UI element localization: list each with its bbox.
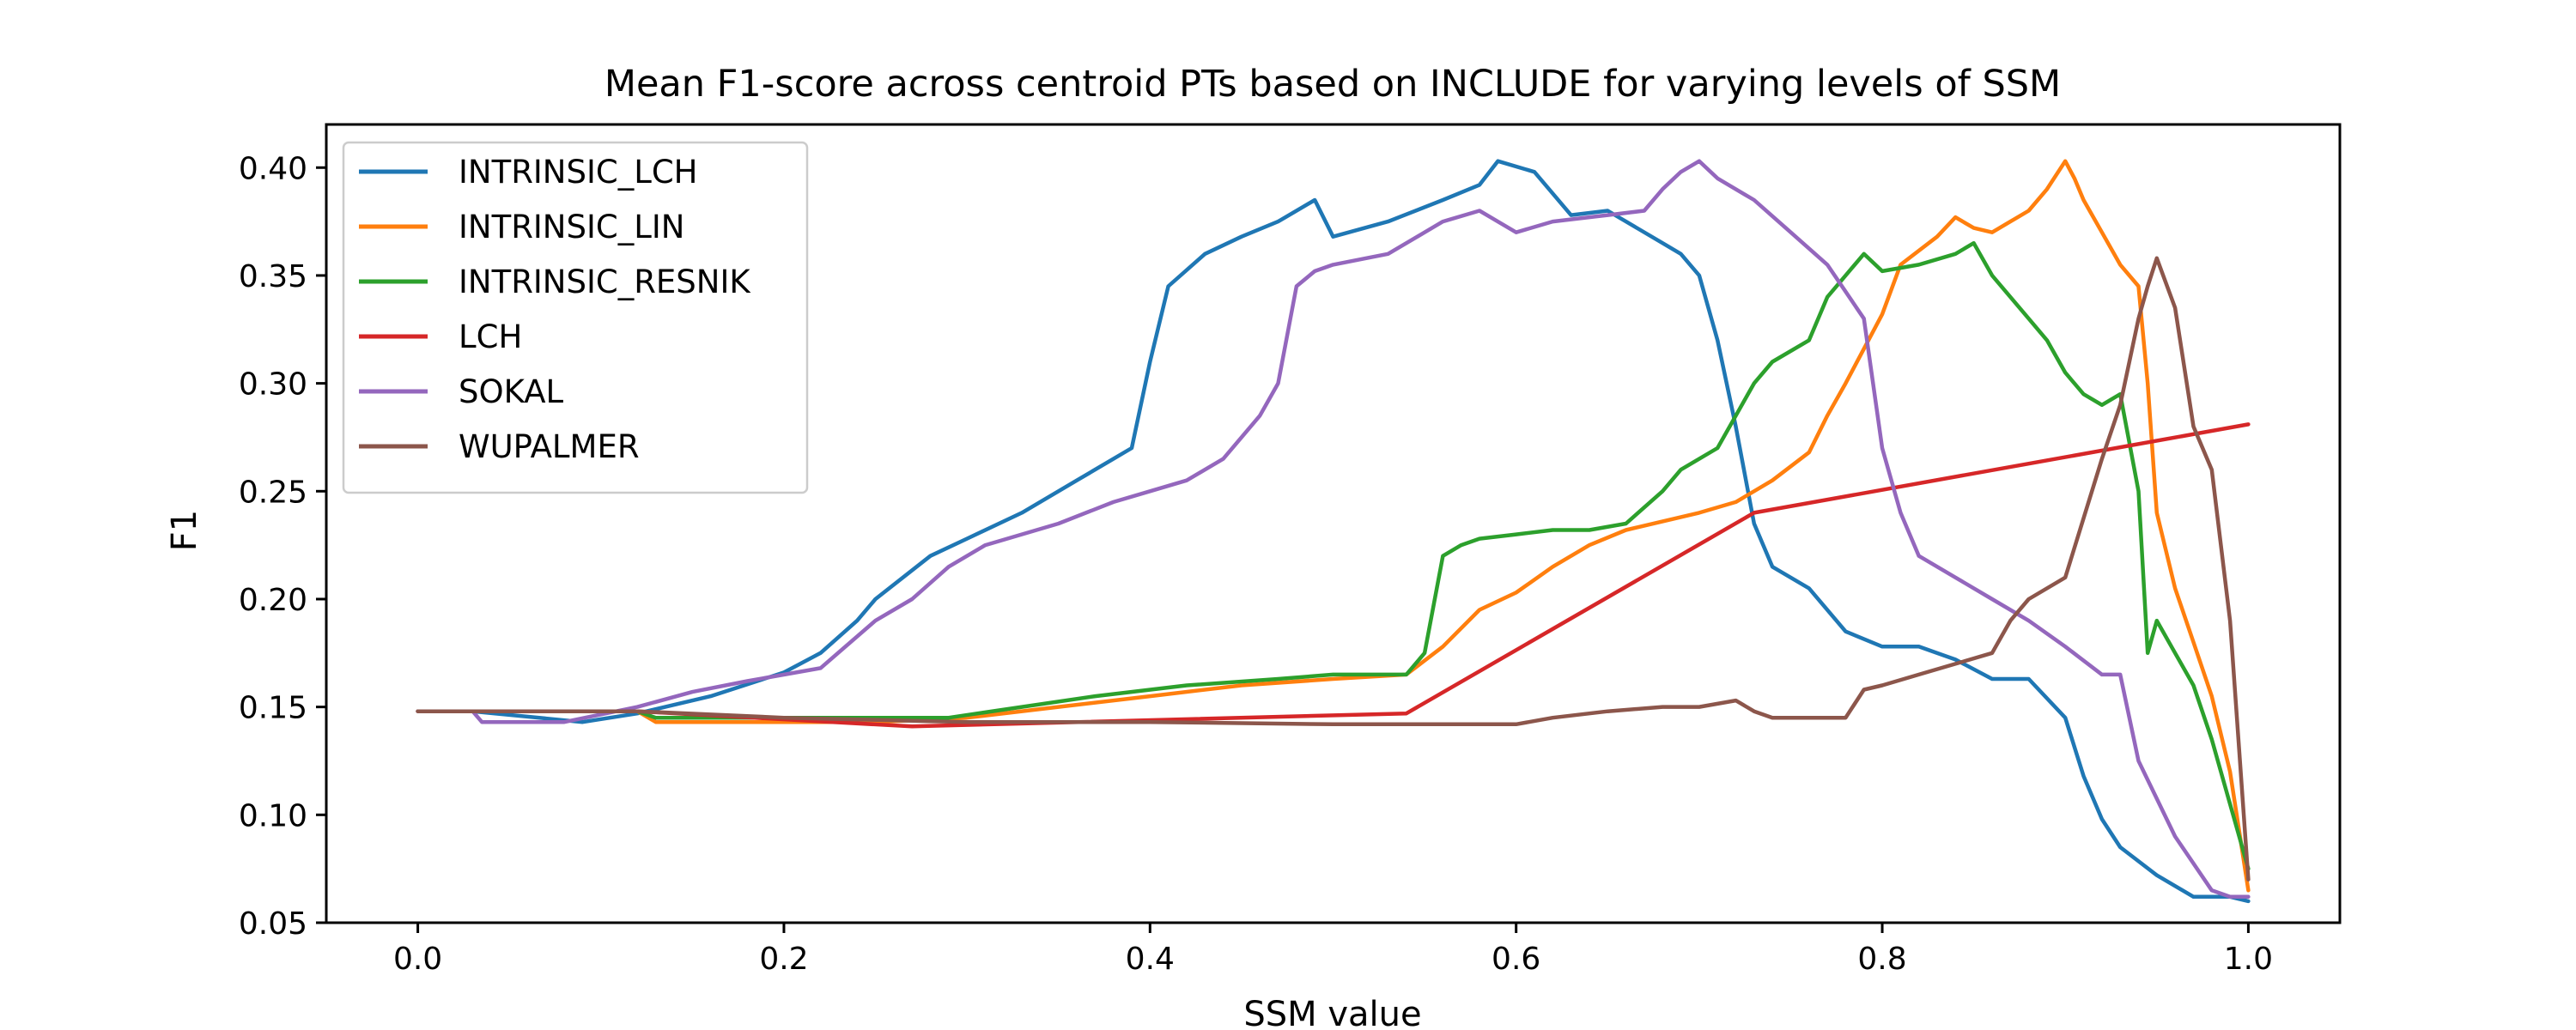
legend-label: LCH: [459, 318, 522, 355]
y-tick-label: 0.10: [239, 798, 307, 833]
x-tick-label: 0.0: [393, 942, 442, 977]
x-axis-label: SSM value: [1243, 995, 1421, 1030]
legend-label: INTRINSIC_LCH: [459, 154, 698, 191]
y-tick-label: 0.20: [239, 583, 307, 618]
x-axis: 0.0 0.2 0.4 0.6 0.8 1.0: [393, 923, 2273, 977]
plot-area: [416, 159, 2251, 904]
x-tick-label: 0.2: [759, 942, 808, 977]
y-tick-label: 0.15: [239, 691, 307, 726]
plot-frame: [325, 123, 2342, 924]
y-tick-label: 0.25: [239, 475, 307, 510]
series-line-sokal: [416, 159, 2251, 900]
series-line-intrinsic-lch: [416, 159, 2251, 904]
legend-label: INTRINSIC_LIN: [459, 209, 684, 245]
x-tick-label: 0.4: [1126, 942, 1175, 977]
y-axis: 0.05 0.10 0.15 0.20 0.25 0.30 0.35 0.40: [239, 151, 326, 942]
x-tick-label: 0.6: [1492, 942, 1540, 977]
x-tick-label: 1.0: [2224, 942, 2273, 977]
legend-label: INTRINSIC_RESNIK: [459, 264, 751, 300]
legend-label: SOKAL: [459, 373, 564, 410]
chart-title: Mean F1-score across centroid PTs based …: [605, 63, 2061, 106]
legend: INTRINSIC_LCH INTRINSIC_LIN INTRINSIC_RESN…: [342, 141, 809, 494]
x-tick-label: 0.8: [1857, 942, 1906, 977]
y-tick-label: 0.05: [239, 906, 307, 942]
y-tick-label: 0.30: [239, 367, 307, 403]
y-tick-label: 0.40: [239, 151, 307, 186]
legend-label: WUPALMER: [459, 428, 640, 465]
y-axis-label: F1: [165, 510, 204, 551]
y-tick-label: 0.35: [239, 259, 307, 294]
legend-box: [342, 141, 809, 494]
series-line-wupalmer: [416, 256, 2251, 882]
series-line-intrinsic-resnik: [416, 240, 2251, 871]
series-line-intrinsic-lin: [416, 159, 2251, 893]
